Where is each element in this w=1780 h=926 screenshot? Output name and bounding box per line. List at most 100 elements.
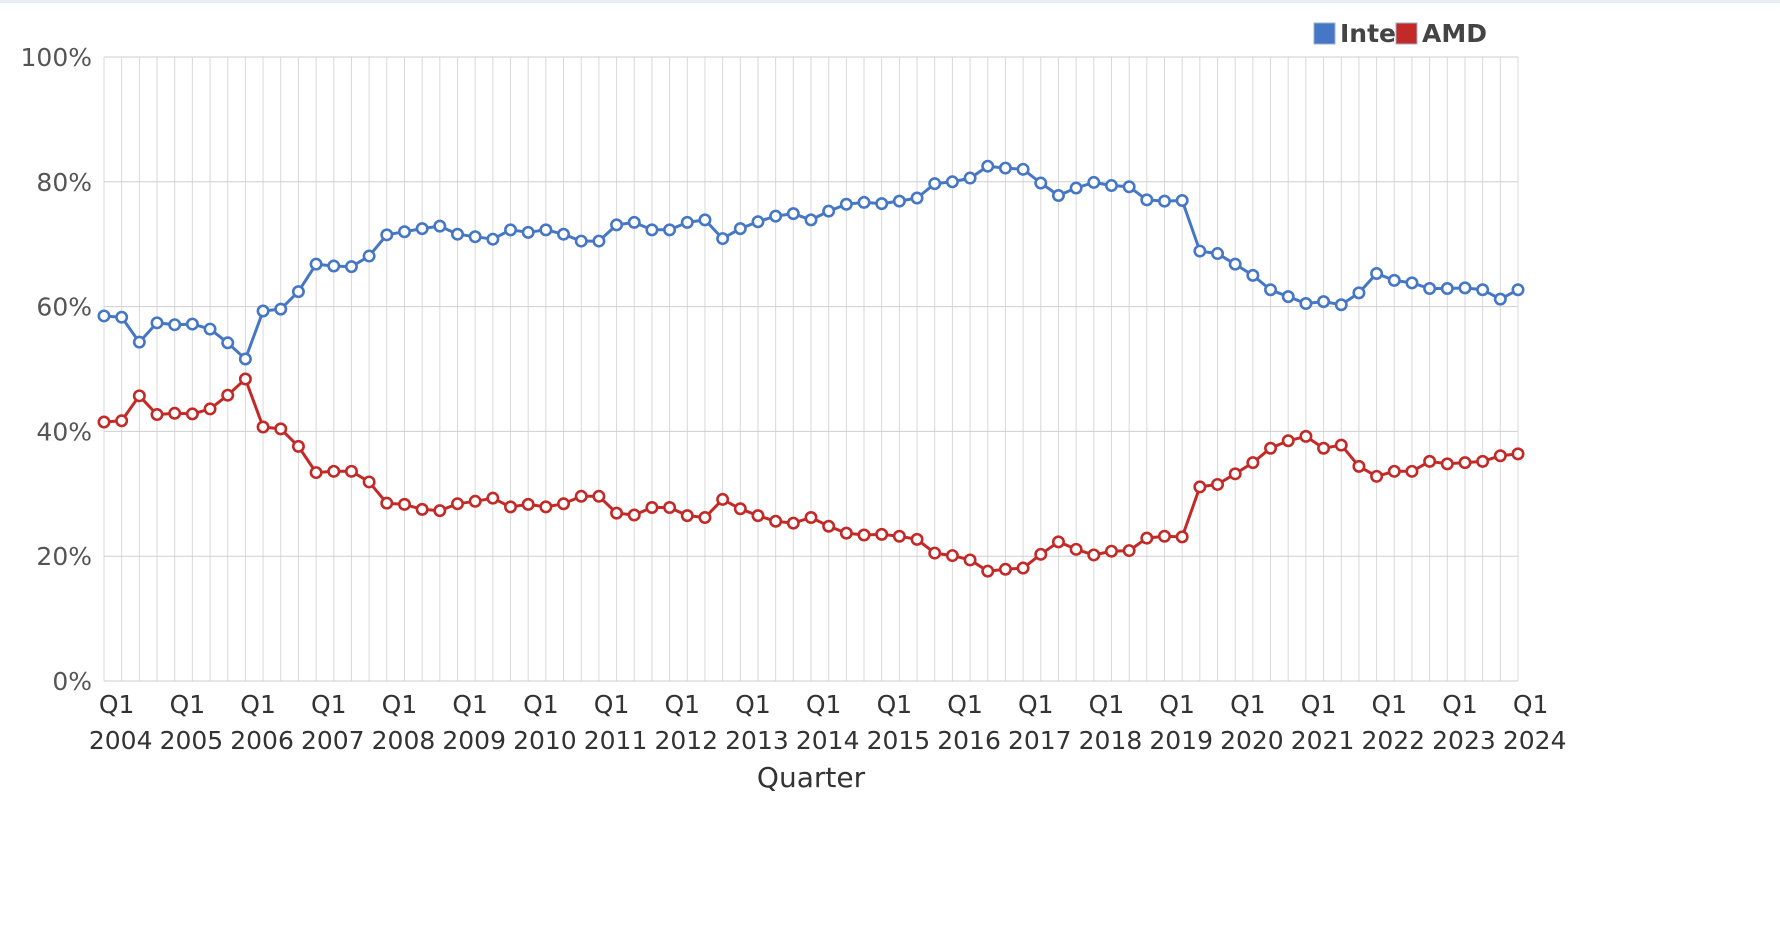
data-point[interactable]	[1511, 447, 1525, 461]
data-point[interactable]	[1317, 441, 1331, 455]
data-point[interactable]	[663, 223, 677, 237]
data-point[interactable]	[751, 215, 765, 229]
data-point[interactable]	[574, 234, 588, 248]
data-point[interactable]	[1458, 456, 1472, 470]
data-point[interactable]	[132, 389, 146, 403]
data-point[interactable]	[1193, 480, 1207, 494]
data-point[interactable]	[822, 204, 836, 218]
data-point[interactable]	[1211, 247, 1225, 261]
data-point[interactable]	[1405, 276, 1419, 290]
data-point[interactable]	[1140, 193, 1154, 207]
data-point[interactable]	[450, 497, 464, 511]
data-point[interactable]	[1228, 257, 1242, 271]
data-point[interactable]	[1334, 438, 1348, 452]
data-point[interactable]	[221, 336, 235, 350]
data-point[interactable]	[945, 549, 959, 563]
data-point[interactable]	[504, 223, 518, 237]
data-point[interactable]	[1087, 548, 1101, 562]
legend[interactable]: Intel AMD	[1313, 19, 1487, 48]
data-point[interactable]	[998, 562, 1012, 576]
data-point[interactable]	[1299, 429, 1313, 443]
data-point[interactable]	[97, 415, 111, 429]
data-point[interactable]	[892, 194, 906, 208]
data-point[interactable]	[1122, 544, 1136, 558]
data-point[interactable]	[1246, 456, 1260, 470]
data-point[interactable]	[150, 316, 164, 330]
data-point[interactable]	[521, 497, 535, 511]
data-point[interactable]	[1069, 181, 1083, 195]
data-point[interactable]	[1281, 290, 1295, 304]
data-point[interactable]	[380, 228, 394, 242]
data-point[interactable]	[610, 506, 624, 520]
legend-item-intel[interactable]: Intel	[1313, 19, 1405, 48]
data-point[interactable]	[521, 225, 535, 239]
data-point[interactable]	[1317, 295, 1331, 309]
data-point[interactable]	[892, 529, 906, 543]
data-point[interactable]	[945, 175, 959, 189]
data-point[interactable]	[963, 171, 977, 185]
data-point[interactable]	[1281, 434, 1295, 448]
data-point[interactable]	[716, 232, 730, 246]
data-point[interactable]	[557, 497, 571, 511]
data-point[interactable]	[1158, 194, 1172, 208]
data-point[interactable]	[344, 464, 358, 478]
data-point[interactable]	[291, 285, 305, 299]
data-point[interactable]	[1405, 464, 1419, 478]
data-point[interactable]	[963, 553, 977, 567]
data-point[interactable]	[645, 501, 659, 515]
data-point[interactable]	[645, 223, 659, 237]
data-point[interactable]	[1334, 298, 1348, 312]
data-point[interactable]	[1264, 441, 1278, 455]
data-point[interactable]	[415, 222, 429, 236]
data-point[interactable]	[238, 352, 252, 366]
data-point[interactable]	[168, 406, 182, 420]
data-point[interactable]	[380, 496, 394, 510]
data-point[interactable]	[1299, 296, 1313, 310]
data-point[interactable]	[857, 528, 871, 542]
data-point[interactable]	[1423, 282, 1437, 296]
data-point[interactable]	[256, 304, 270, 318]
data-point[interactable]	[1387, 273, 1401, 287]
data-point[interactable]	[97, 309, 111, 323]
data-point[interactable]	[592, 489, 606, 503]
data-point[interactable]	[1104, 179, 1118, 193]
data-point[interactable]	[1458, 281, 1472, 295]
data-point[interactable]	[875, 527, 889, 541]
data-point[interactable]	[1034, 176, 1048, 190]
data-point[interactable]	[733, 502, 747, 516]
data-point[interactable]	[786, 516, 800, 530]
legend-item-amd[interactable]: AMD	[1395, 19, 1487, 48]
data-point[interactable]	[168, 318, 182, 332]
data-point[interactable]	[309, 257, 323, 271]
data-point[interactable]	[1476, 283, 1490, 297]
data-point[interactable]	[150, 408, 164, 422]
data-point[interactable]	[981, 159, 995, 173]
data-point[interactable]	[1158, 529, 1172, 543]
data-point[interactable]	[1104, 544, 1118, 558]
data-point[interactable]	[627, 215, 641, 229]
data-point[interactable]	[716, 492, 730, 506]
data-point[interactable]	[362, 475, 376, 489]
data-point[interactable]	[468, 230, 482, 244]
data-point[interactable]	[433, 504, 447, 518]
data-point[interactable]	[327, 464, 341, 478]
data-point[interactable]	[115, 310, 129, 324]
data-point[interactable]	[486, 232, 500, 246]
data-point[interactable]	[1175, 530, 1189, 544]
data-point[interactable]	[185, 407, 199, 421]
data-point[interactable]	[1264, 283, 1278, 297]
data-point[interactable]	[698, 511, 712, 525]
data-point[interactable]	[468, 494, 482, 508]
data-point[interactable]	[698, 213, 712, 227]
data-point[interactable]	[574, 489, 588, 503]
data-point[interactable]	[256, 420, 270, 434]
data-point[interactable]	[1016, 561, 1030, 575]
data-point[interactable]	[751, 509, 765, 523]
data-point[interactable]	[1370, 469, 1384, 483]
data-point[interactable]	[1246, 268, 1260, 282]
data-point[interactable]	[1211, 477, 1225, 491]
data-point[interactable]	[1140, 531, 1154, 545]
data-point[interactable]	[928, 177, 942, 191]
data-point[interactable]	[839, 526, 853, 540]
data-point[interactable]	[1352, 459, 1366, 473]
